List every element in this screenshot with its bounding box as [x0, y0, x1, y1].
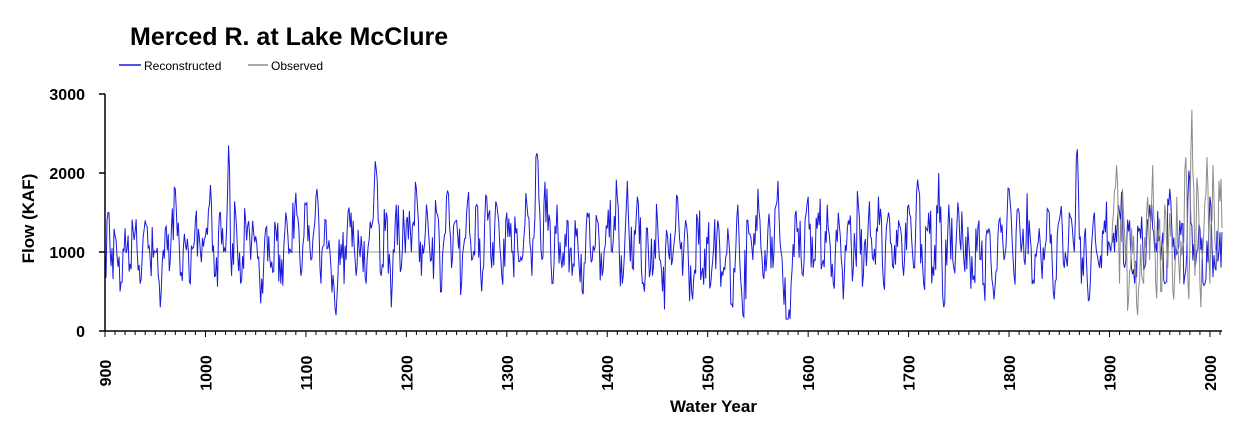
x-tick-label: 1000 [198, 355, 215, 391]
y-tick-label: 2000 [49, 166, 85, 183]
x-tick-label: 1600 [801, 355, 818, 391]
y-tick-label: 0 [76, 324, 85, 341]
series-reconstructed-line [104, 145, 1223, 320]
legend-label-reconstructed: Reconstructed [144, 59, 221, 73]
legend: Reconstructed Observed [119, 59, 323, 73]
x-tick-label: 2000 [1203, 355, 1220, 391]
x-tick-label: 1500 [701, 355, 718, 391]
x-tick-label: 1300 [500, 355, 517, 391]
x-tick-label: 1700 [902, 355, 919, 391]
x-axis-label: Water Year [670, 397, 757, 416]
x-tick-label: 1200 [399, 355, 416, 391]
x-tick-label: 1100 [299, 356, 316, 391]
series-observed-line [1110, 109, 1223, 316]
y-axis-ticks: 0 1000 2000 3000 [49, 87, 105, 341]
y-tick-label: 3000 [49, 87, 85, 104]
x-tick-label: 1400 [600, 355, 617, 391]
y-axis-label: Flow (KAF) [19, 174, 38, 264]
y-tick-label: 1000 [49, 245, 85, 262]
chart-title: Merced R. at Lake McClure [130, 23, 448, 51]
x-axis-ticks: 900 1000 1100 1200 1300 1400 1500 1600 1700 1800 1… [98, 331, 1221, 391]
legend-label-observed: Observed [271, 59, 323, 73]
x-tick-label: 1900 [1102, 355, 1119, 391]
x-tick-label: 1800 [1002, 355, 1019, 391]
x-tick-label: 900 [98, 360, 115, 387]
